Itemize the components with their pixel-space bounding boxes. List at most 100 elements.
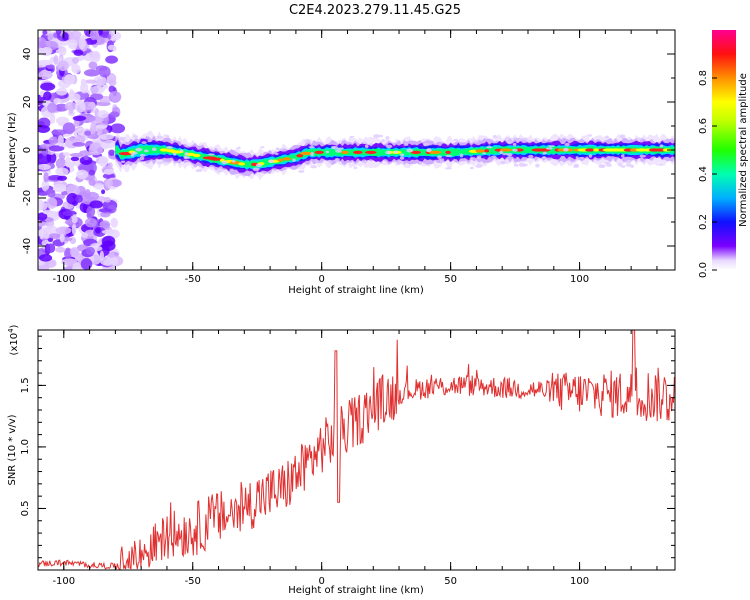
noise-blob — [62, 152, 71, 157]
noise-blob — [659, 144, 664, 148]
noise-blob — [173, 152, 177, 156]
noise-blob — [88, 144, 104, 156]
noise-blob — [40, 82, 56, 91]
noise-blob — [308, 145, 315, 149]
noise-blob — [252, 167, 260, 172]
noise-blob — [144, 149, 149, 153]
noise-blob — [139, 153, 146, 157]
noise-blob — [38, 221, 49, 227]
noise-blob — [440, 158, 445, 163]
noise-blob — [618, 163, 623, 167]
ridge-peak — [277, 158, 284, 162]
ridge-peak — [585, 148, 595, 152]
noise-blob — [38, 212, 48, 221]
noise-blob — [542, 151, 547, 155]
noise-blob — [55, 167, 69, 176]
noise-blob — [393, 150, 399, 154]
noise-blob — [353, 166, 358, 169]
ridge-peak — [340, 150, 349, 154]
noise-blob — [55, 30, 62, 36]
noise-blob — [88, 61, 98, 70]
noise-blob — [195, 169, 203, 173]
noise-blob — [639, 154, 646, 158]
noise-blob — [97, 126, 103, 135]
noise-blob — [399, 156, 405, 160]
noise-blob — [630, 164, 635, 168]
spectrogram-y-ticks: 40 20 0 -20 -40 — [22, 29, 675, 271]
noise-blob — [157, 161, 163, 164]
noise-blob — [102, 139, 116, 149]
noise-blob — [80, 258, 93, 270]
noise-blob — [99, 133, 114, 140]
noise-blob — [418, 161, 424, 164]
noise-blob — [98, 66, 111, 78]
y-tick-label: 20 — [22, 96, 33, 109]
noise-blob — [512, 142, 517, 147]
noise-blob — [62, 210, 77, 217]
noise-blob — [118, 136, 126, 141]
colorbar-ticks: 0.0 0.2 0.4 0.6 0.8 — [698, 70, 717, 278]
noise-blob — [130, 153, 135, 157]
y-tick-label: 40 — [22, 48, 33, 61]
noise-blob — [87, 133, 100, 140]
noise-blob — [55, 157, 67, 170]
noise-blob — [636, 137, 643, 141]
snr-y-label: SNR (10 * v/v) — [7, 414, 18, 485]
noise-blob — [426, 148, 432, 152]
ridge-peak — [282, 157, 292, 161]
noise-blob — [83, 69, 100, 77]
noise-blob — [53, 54, 59, 66]
noise-blob — [502, 153, 509, 156]
noise-blob — [184, 152, 189, 156]
noise-blob — [298, 170, 305, 173]
ridge-peak — [445, 150, 451, 154]
noise-blob — [423, 143, 430, 147]
noise-blob — [84, 217, 97, 228]
ridge-peak — [593, 148, 600, 152]
noise-blob — [69, 152, 85, 158]
ridge-peak — [314, 150, 324, 154]
noise-blob — [512, 137, 518, 140]
noise-blob — [120, 160, 126, 163]
ridge-peak — [300, 151, 313, 155]
spectrogram-x-label: Height of straight line (km) — [288, 285, 424, 296]
noise-blob — [38, 36, 47, 48]
noise-blob — [47, 102, 58, 113]
noise-blob — [564, 142, 570, 147]
noise-blob — [139, 156, 145, 161]
noise-blob — [64, 161, 76, 167]
snr-y-scale: (x104) — [7, 324, 20, 355]
noise-blob — [38, 261, 46, 266]
y-tick-label: -20 — [22, 190, 33, 206]
noise-blob — [88, 169, 96, 176]
noise-blob — [90, 121, 97, 134]
noise-blob — [163, 161, 170, 164]
noise-blob — [260, 146, 265, 149]
noise-blob — [310, 165, 318, 169]
noise-blob — [520, 138, 526, 141]
noise-blob — [42, 209, 54, 215]
noise-blob — [48, 233, 61, 239]
noise-blob — [89, 200, 103, 209]
noise-blob — [377, 134, 384, 138]
noise-blob — [51, 129, 67, 136]
noise-blob — [53, 98, 62, 104]
noise-blob — [104, 179, 114, 188]
noise-blob — [403, 143, 409, 146]
noise-blob — [363, 141, 367, 145]
noise-blob — [527, 139, 532, 144]
noise-blob — [255, 163, 263, 168]
ridge-peak — [635, 148, 648, 152]
spectrogram-heatmap — [38, 30, 675, 270]
noise-blob — [385, 144, 393, 149]
noise-blob — [48, 136, 58, 145]
noise-blob — [93, 75, 107, 87]
colorbar-gradient — [712, 30, 736, 270]
noise-blob — [107, 44, 117, 51]
noise-blob — [71, 93, 81, 102]
spectrogram-y-label: Frequency (Hz) — [7, 112, 18, 188]
noise-blob — [506, 140, 513, 145]
noise-blob — [605, 135, 609, 139]
noise-blob — [107, 33, 112, 40]
